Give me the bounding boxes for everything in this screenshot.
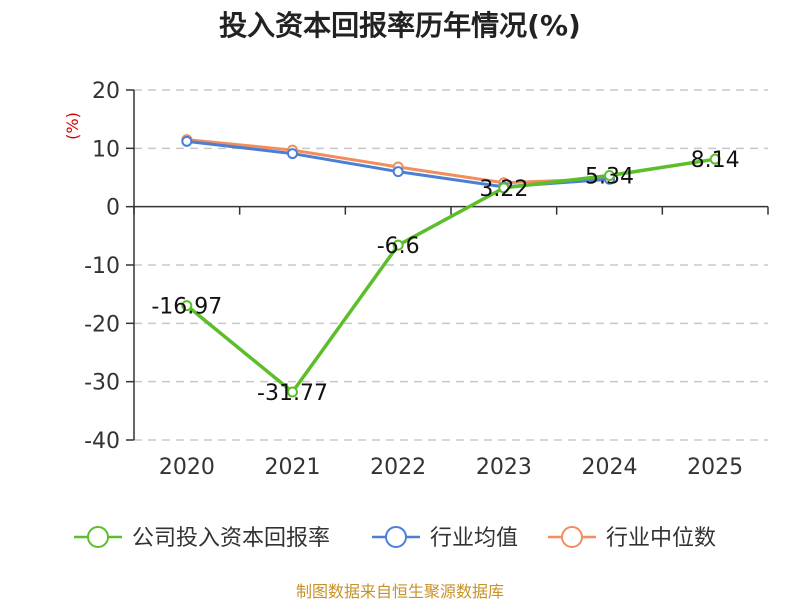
series-point-1 bbox=[392, 166, 404, 178]
x-tick-label: 2024 bbox=[582, 455, 638, 480]
y-tick-label: -40 bbox=[84, 429, 120, 454]
series-point-0 bbox=[181, 300, 193, 312]
x-tick-label: 2021 bbox=[265, 455, 321, 480]
x-tick-label: 2020 bbox=[159, 455, 215, 480]
y-tick-label: 20 bbox=[92, 79, 120, 104]
y-tick-label: -20 bbox=[84, 312, 120, 337]
chart-title: 投入资本回报率历年情况(%) bbox=[219, 9, 581, 42]
y-tick-label: 10 bbox=[92, 137, 120, 162]
series-line-0 bbox=[185, 157, 716, 394]
data-label: -6.6 bbox=[377, 234, 420, 259]
x-tick-label: 2023 bbox=[476, 455, 532, 480]
source-note: 制图数据来自恒生聚源数据库 bbox=[295, 582, 504, 601]
x-tick-label: 2025 bbox=[687, 455, 743, 480]
series-point-0 bbox=[498, 182, 510, 194]
legend-marker-1[interactable] bbox=[385, 526, 407, 548]
legend-marker-2[interactable] bbox=[561, 526, 583, 548]
data-label: -31.77 bbox=[257, 381, 328, 406]
legend-label[interactable]: 行业均值 bbox=[430, 526, 518, 551]
series-point-1 bbox=[287, 148, 298, 160]
series-point-1 bbox=[181, 135, 193, 147]
legend-marker-0[interactable] bbox=[87, 526, 109, 548]
legend-label[interactable]: 公司投入资本回报率 bbox=[132, 526, 330, 551]
y-tick-label: -30 bbox=[84, 371, 120, 396]
y-axis-unit-label: (%) bbox=[63, 112, 82, 140]
y-tick-label: -10 bbox=[84, 254, 120, 279]
x-tick-label: 2022 bbox=[370, 455, 426, 480]
data-label: 8.14 bbox=[691, 148, 740, 173]
series-point-0 bbox=[709, 153, 721, 165]
series-point-0 bbox=[287, 386, 298, 398]
y-tick-label: 0 bbox=[106, 196, 120, 221]
series-point-0 bbox=[604, 170, 615, 182]
data-label: 3.22 bbox=[479, 177, 528, 202]
legend-label[interactable]: 行业中位数 bbox=[606, 526, 716, 551]
data-label: 5.34 bbox=[585, 165, 634, 190]
data-label: -16.97 bbox=[151, 295, 222, 320]
series-point-0 bbox=[392, 239, 404, 251]
